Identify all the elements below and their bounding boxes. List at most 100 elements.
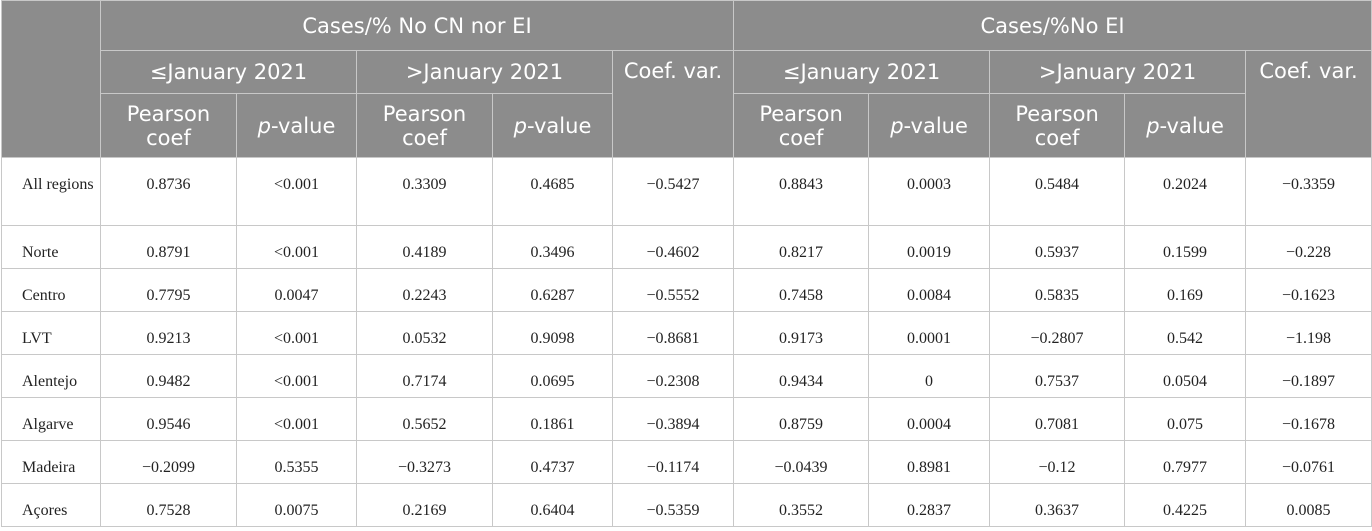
- region-cell: Norte: [1, 225, 101, 269]
- value-cell: −0.2807: [989, 311, 1126, 355]
- period-header-le-jan-2021: ≤January 2021: [733, 50, 991, 94]
- p-value-suffix: -value: [526, 113, 592, 138]
- value-cell: −0.3359: [1245, 157, 1372, 226]
- p-value-header: p-value: [236, 93, 357, 158]
- table-row: All regions 0.8736 <0.001 0.3309 0.4685 …: [1, 157, 1372, 226]
- value-cell: 0.8981: [868, 440, 991, 484]
- value-cell: 0.7528: [100, 483, 237, 527]
- value-cell: 0.8791: [100, 225, 237, 269]
- value-cell: 0.3637: [989, 483, 1126, 527]
- value-cell: 0.542: [1124, 311, 1247, 355]
- value-cell: 0.5835: [989, 268, 1126, 312]
- value-cell: 0.0003: [868, 157, 991, 226]
- value-cell: 0.0047: [236, 268, 357, 312]
- value-cell: 0.7458: [733, 268, 870, 312]
- value-cell: −0.5552: [611, 268, 735, 312]
- table-row: Madeira −0.2099 0.5355 −0.3273 0.4737 −0…: [1, 440, 1372, 484]
- value-cell: 0.0075: [236, 483, 357, 527]
- value-cell: −0.2099: [100, 440, 237, 484]
- value-cell: −0.12: [989, 440, 1126, 484]
- pearson-coef-header: Pearson coef: [989, 93, 1126, 158]
- value-cell: −0.2308: [611, 354, 735, 398]
- value-cell: 0.3496: [492, 225, 613, 269]
- table-header: Cases/% No CN nor EI Cases/%No EI ≤Janua…: [1, 0, 1372, 158]
- value-cell: 0.4737: [492, 440, 613, 484]
- p-value-header: p-value: [1124, 93, 1247, 158]
- coef-var-header: Coef. var.: [611, 50, 735, 158]
- p-italic: p: [513, 113, 527, 138]
- p-value-suffix: -value: [270, 113, 336, 138]
- p-italic: p: [1146, 113, 1160, 138]
- value-cell: 0.3552: [733, 483, 870, 527]
- value-cell: 0.6287: [492, 268, 613, 312]
- p-value-header: p-value: [868, 93, 991, 158]
- value-cell: 0.0504: [1124, 354, 1247, 398]
- region-cell: Centro: [1, 268, 101, 312]
- p-value-suffix: -value: [903, 113, 968, 138]
- p-italic: p: [890, 113, 904, 138]
- region-cell: Algarve: [1, 397, 101, 441]
- value-cell: 0.7795: [100, 268, 237, 312]
- value-cell: 0.9213: [100, 311, 237, 355]
- table-row: Algarve 0.9546 <0.001 0.5652 0.1861 −0.3…: [1, 397, 1372, 441]
- p-value-suffix: -value: [1159, 113, 1224, 138]
- pearson-coef-header: Pearson coef: [733, 93, 870, 158]
- value-cell: 0.6404: [492, 483, 613, 527]
- region-cell: LVT: [1, 311, 101, 355]
- value-cell: 0.0004: [868, 397, 991, 441]
- pearson-coef-header: Pearson coef: [356, 93, 493, 158]
- value-cell: 0.169: [1124, 268, 1247, 312]
- value-cell: <0.001: [236, 157, 357, 226]
- value-cell: 0.0084: [868, 268, 991, 312]
- value-cell: −0.8681: [611, 311, 735, 355]
- value-cell: 0: [868, 354, 991, 398]
- value-cell: 0.8736: [100, 157, 237, 226]
- corner-cell: [1, 0, 101, 158]
- table-body: All regions 0.8736 <0.001 0.3309 0.4685 …: [1, 157, 1372, 527]
- value-cell: 0.5937: [989, 225, 1126, 269]
- p-italic: p: [257, 113, 271, 138]
- table-row: LVT 0.9213 <0.001 0.0532 0.9098 −0.8681 …: [1, 311, 1372, 355]
- value-cell: <0.001: [236, 225, 357, 269]
- value-cell: 0.2837: [868, 483, 991, 527]
- value-cell: 0.7081: [989, 397, 1126, 441]
- value-cell: <0.001: [236, 354, 357, 398]
- value-cell: −0.1897: [1245, 354, 1372, 398]
- value-cell: 0.8217: [733, 225, 870, 269]
- value-cell: 0.5484: [989, 157, 1126, 226]
- period-header-le-jan-2021: ≤January 2021: [100, 50, 357, 94]
- value-cell: −0.3894: [611, 397, 735, 441]
- value-cell: 0.9434: [733, 354, 870, 398]
- value-cell: 0.5355: [236, 440, 357, 484]
- value-cell: 0.0695: [492, 354, 613, 398]
- table-row: Açores 0.7528 0.0075 0.2169 0.6404 −0.53…: [1, 483, 1372, 527]
- value-cell: 0.2169: [356, 483, 493, 527]
- value-cell: 0.8843: [733, 157, 870, 226]
- value-cell: −0.1678: [1245, 397, 1372, 441]
- p-value-header: p-value: [492, 93, 613, 158]
- period-header-gt-jan-2021: >January 2021: [356, 50, 613, 94]
- value-cell: <0.001: [236, 397, 357, 441]
- period-header-gt-jan-2021: >January 2021: [989, 50, 1247, 94]
- value-cell: 0.9098: [492, 311, 613, 355]
- value-cell: −0.1174: [611, 440, 735, 484]
- value-cell: 0.075: [1124, 397, 1247, 441]
- value-cell: 0.7977: [1124, 440, 1247, 484]
- group-header-no-ei: Cases/%No EI: [733, 0, 1372, 51]
- value-cell: 0.5652: [356, 397, 493, 441]
- value-cell: 0.4189: [356, 225, 493, 269]
- value-cell: 0.9173: [733, 311, 870, 355]
- value-cell: 0.4225: [1124, 483, 1247, 527]
- value-cell: 0.1599: [1124, 225, 1247, 269]
- table-row: Centro 0.7795 0.0047 0.2243 0.6287 −0.55…: [1, 268, 1372, 312]
- value-cell: 0.0085: [1245, 483, 1372, 527]
- value-cell: 0.2024: [1124, 157, 1247, 226]
- value-cell: −0.5427: [611, 157, 735, 226]
- value-cell: 0.9546: [100, 397, 237, 441]
- value-cell: 0.7537: [989, 354, 1126, 398]
- value-cell: <0.001: [236, 311, 357, 355]
- value-cell: 0.9482: [100, 354, 237, 398]
- value-cell: −1.198: [1245, 311, 1372, 355]
- value-cell: −0.5359: [611, 483, 735, 527]
- region-cell: Açores: [1, 483, 101, 527]
